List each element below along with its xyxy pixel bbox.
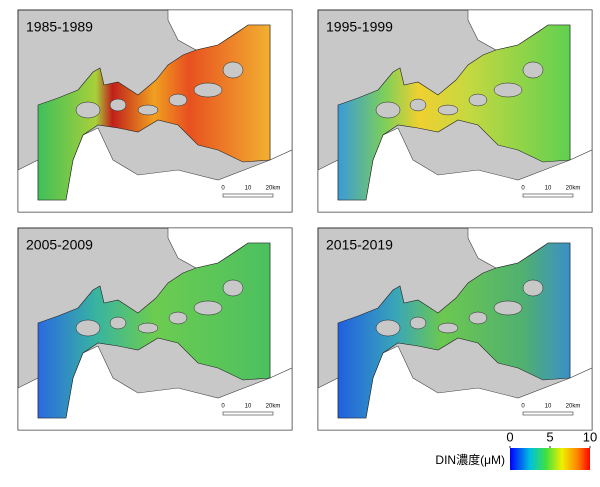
map-panel: 2015-2019 0 10 20km [317, 227, 593, 431]
period-label: 1995-1999 [326, 19, 393, 35]
scale-bar [222, 193, 274, 198]
island [437, 322, 459, 334]
map-panel: 1995-1999 0 10 20km [317, 9, 593, 213]
scale-bar-label: 10 [245, 404, 252, 410]
map-panel: 1985-1989 0 10 20km [17, 9, 293, 213]
scale-bar [522, 193, 574, 198]
colorbar-gradient [510, 448, 590, 470]
island [493, 82, 523, 98]
scale-bar [222, 411, 274, 416]
island [193, 300, 223, 316]
scale-bar-label: 20km [266, 404, 281, 410]
scale-bar-label: 20km [566, 404, 581, 410]
scale-bar-label: 0 [521, 404, 525, 410]
scale-bar [522, 411, 574, 416]
island [222, 61, 244, 79]
island [375, 101, 401, 119]
period-label: 2015-2019 [326, 237, 393, 253]
island [375, 319, 401, 337]
island [493, 300, 523, 316]
scale-bar-label: 10 [245, 186, 252, 192]
island [522, 61, 544, 79]
colorbar-tick-label: 5 [546, 429, 553, 444]
scale-bar-label: 20km [566, 186, 581, 192]
island [168, 93, 188, 107]
island [409, 316, 427, 330]
scale-bar-label: 20km [266, 186, 281, 192]
map-panel: 2005-2009 0 10 20km [17, 227, 293, 431]
colorbar-tick-label: 10 [583, 429, 597, 444]
island [75, 101, 101, 119]
scale-bar-label: 0 [221, 404, 225, 410]
period-label: 1985-1989 [26, 19, 93, 35]
scale-bar-label: 0 [521, 186, 525, 192]
island [522, 279, 544, 297]
island [75, 319, 101, 337]
island [193, 82, 223, 98]
island [137, 104, 159, 116]
colorbar-tick-label: 0 [506, 429, 513, 444]
island [468, 93, 488, 107]
island [437, 104, 459, 116]
island [109, 316, 127, 330]
scale-bar-label: 0 [221, 186, 225, 192]
colorbar-title: DIN濃度(μM) [435, 452, 505, 467]
island [137, 322, 159, 334]
island [409, 98, 427, 112]
island [468, 311, 488, 325]
scale-bar-label: 10 [545, 404, 552, 410]
colorbar: DIN濃度(μM) 0 5 10 [435, 429, 597, 470]
island [222, 279, 244, 297]
period-label: 2005-2009 [26, 237, 93, 253]
island [109, 98, 127, 112]
scale-bar-label: 10 [545, 186, 552, 192]
island [168, 311, 188, 325]
